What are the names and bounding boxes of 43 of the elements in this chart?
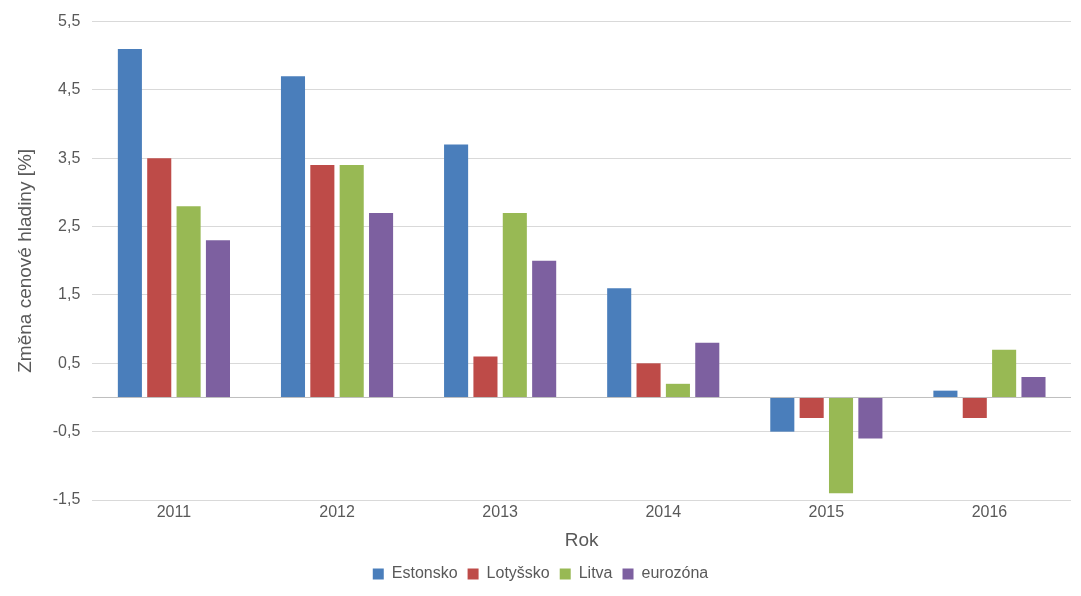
x-tick-label: 2011 (156, 503, 192, 521)
y-tick-label: -1,5 (52, 490, 81, 508)
bar (665, 383, 690, 398)
bar (695, 342, 720, 398)
x-axis-title: Rok (564, 528, 600, 550)
bar (444, 144, 469, 398)
bar (636, 363, 661, 398)
y-tick-label: 1,5 (58, 285, 81, 303)
bar (280, 76, 306, 398)
bar (176, 206, 201, 398)
bar (369, 212, 394, 398)
bar (962, 397, 987, 418)
x-tick-label: 2015 (808, 503, 845, 521)
y-tick-label: 0,5 (58, 353, 81, 371)
bar (117, 48, 142, 398)
legend-label: eurozóna (641, 564, 709, 582)
x-tick-label: 2013 (482, 503, 519, 521)
x-tick-label: 2012 (319, 503, 355, 521)
bar (858, 397, 883, 439)
y-tick-label: 5,5 (58, 12, 81, 30)
x-tick-label: 2014 (645, 503, 682, 521)
y-tick-label: 2,5 (58, 217, 81, 235)
bar (339, 165, 364, 398)
bar (473, 356, 498, 398)
bar (205, 240, 230, 398)
legend-label: Litva (578, 564, 613, 582)
bar (770, 397, 795, 432)
bar (992, 349, 1017, 398)
y-tick-label: 3,5 (58, 148, 81, 166)
bar (310, 165, 335, 398)
bar (799, 397, 824, 418)
bar (147, 158, 172, 398)
bar (532, 260, 557, 398)
legend-label: Lotyšsko (486, 564, 550, 582)
legend-label: Estonsko (391, 564, 458, 582)
bar (502, 212, 527, 398)
bar (1021, 376, 1046, 398)
y-tick-label: -0,5 (52, 422, 81, 440)
x-tick-label: 2016 (971, 503, 1008, 521)
bar (607, 288, 632, 398)
bar (828, 397, 854, 494)
y-axis-title: Změna cenové hladiny [%] (13, 148, 35, 373)
y-tick-label: 4,5 (58, 80, 81, 98)
